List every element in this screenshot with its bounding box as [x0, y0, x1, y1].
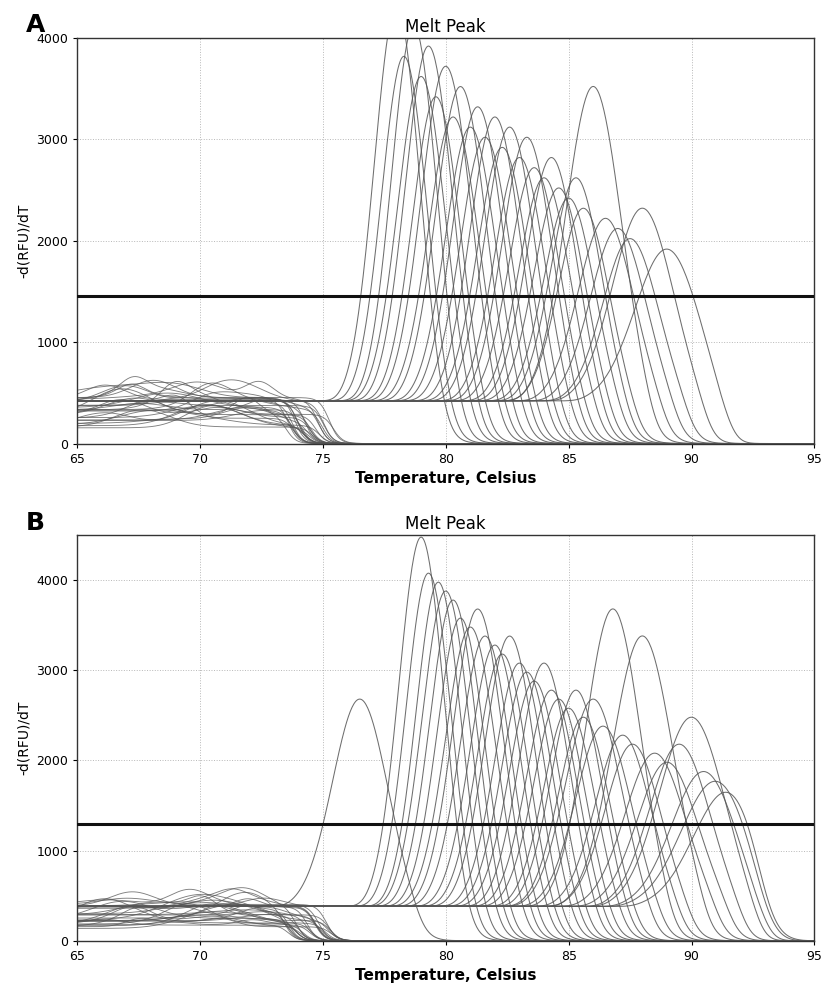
Title: Melt Peak: Melt Peak: [405, 515, 486, 533]
Y-axis label: -d(RFU)/dT: -d(RFU)/dT: [17, 203, 31, 278]
Y-axis label: -d(RFU)/dT: -d(RFU)/dT: [17, 701, 31, 775]
X-axis label: Temperature, Celsius: Temperature, Celsius: [355, 471, 536, 486]
Text: A: A: [25, 13, 45, 37]
Text: B: B: [25, 511, 44, 535]
Title: Melt Peak: Melt Peak: [405, 18, 486, 36]
X-axis label: Temperature, Celsius: Temperature, Celsius: [355, 968, 536, 983]
